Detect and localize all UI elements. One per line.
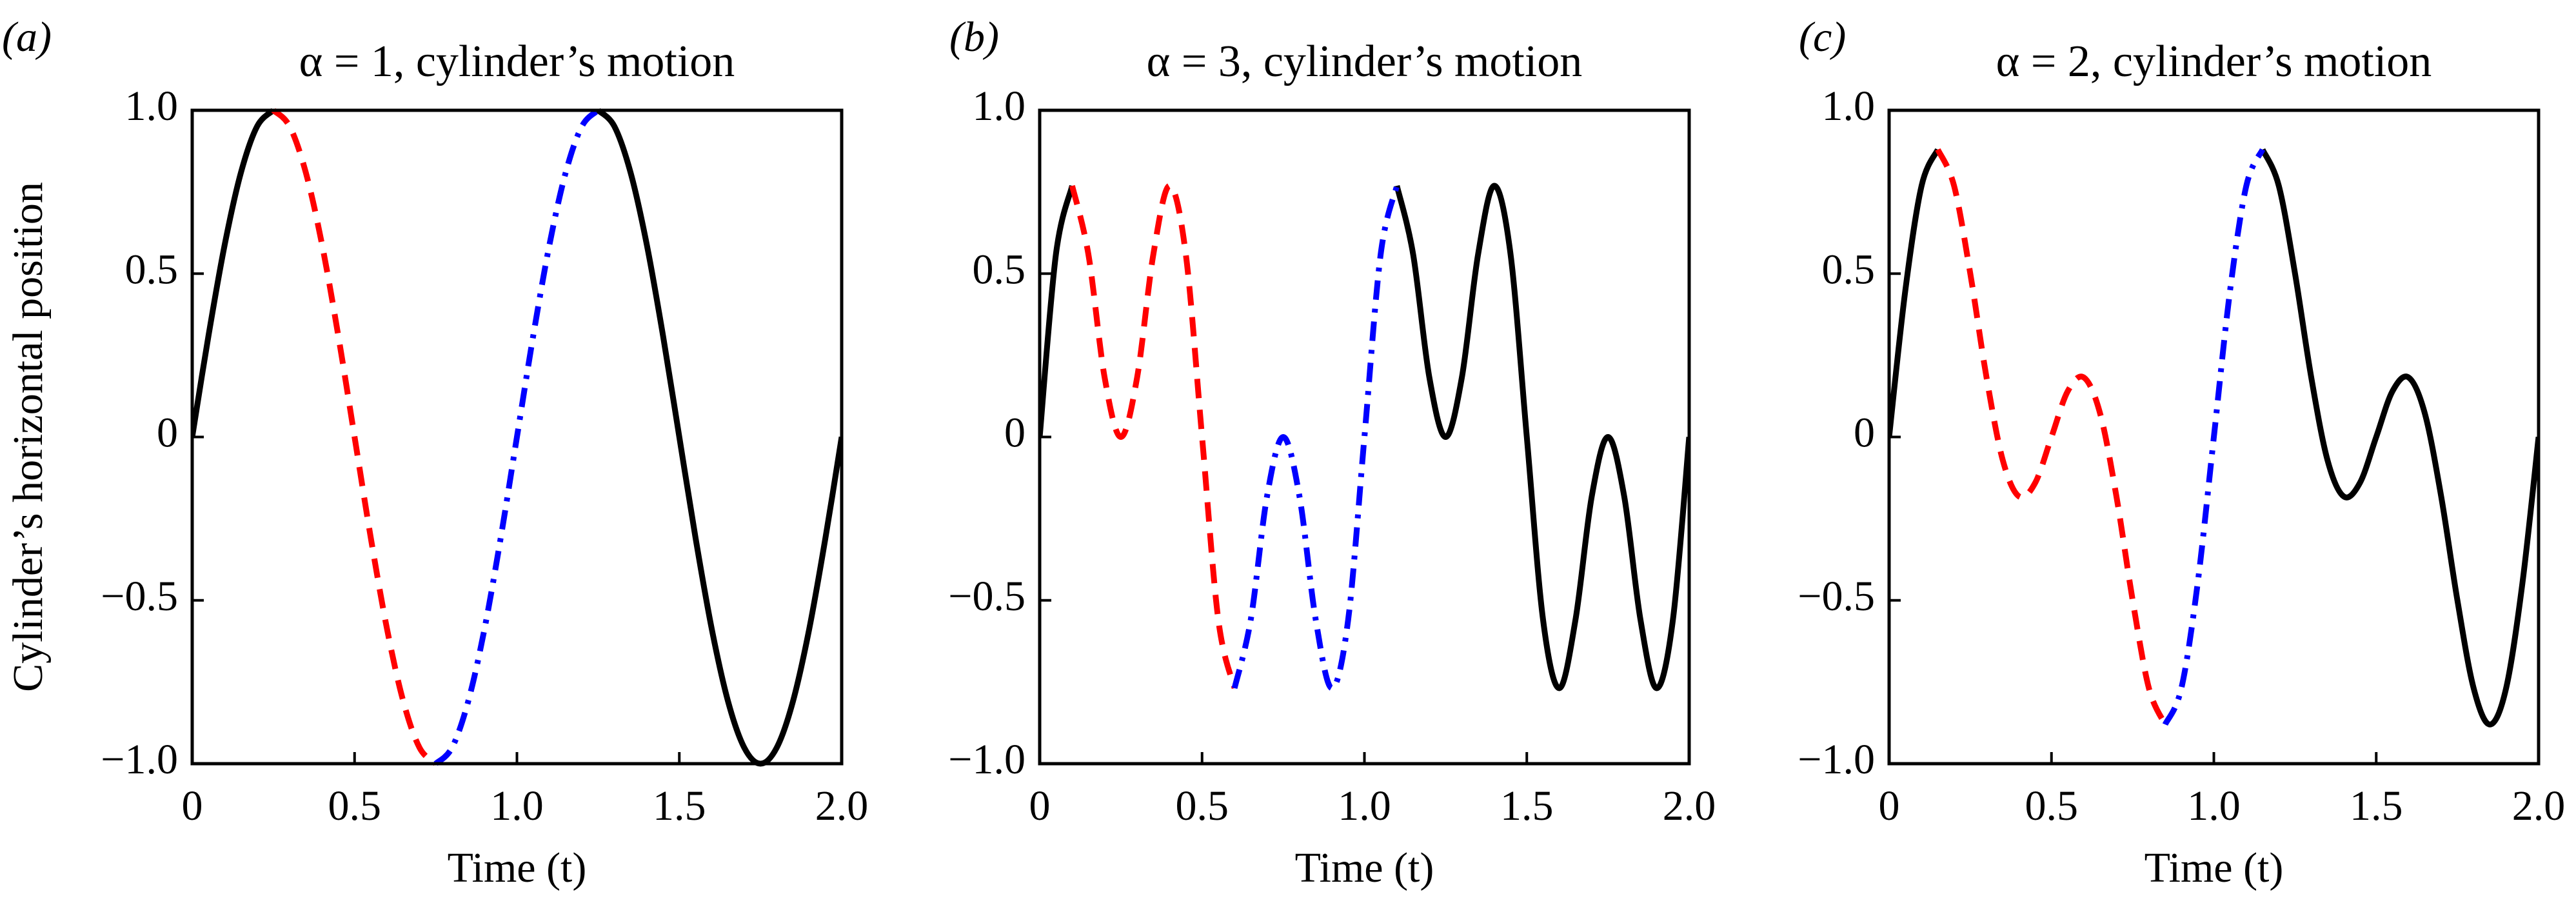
y-tick-label: −0.5 <box>101 573 178 620</box>
y-tick-label: 1.0 <box>1822 83 1876 130</box>
data-line <box>1935 148 2168 726</box>
data-line <box>2162 148 2266 726</box>
panel: (a) α = 1, cylinder’s motion Time (t) Cylin… <box>2 14 868 891</box>
data-line <box>271 108 438 766</box>
axes-frame <box>1887 108 2541 766</box>
x-axis-label: Time (t) <box>1295 844 1434 891</box>
y-tick-label: 0 <box>1854 410 1875 457</box>
x-tick-label: 0.5 <box>1176 782 1229 829</box>
y-tick-label: 0.5 <box>125 246 179 293</box>
x-axis-label: Time (t) <box>448 844 587 891</box>
y-tick-label: 0.5 <box>1822 246 1876 293</box>
panel-label: (c) <box>1799 14 1846 61</box>
x-tick-label: 1.0 <box>2187 782 2241 829</box>
panel: (b) α = 3, cylinder’s motion Time (t) 0 0.5 1… <box>948 14 1716 891</box>
y-tick-label: 1.0 <box>973 83 1026 130</box>
x-tick-label: 0 <box>1029 782 1051 829</box>
data-line <box>192 108 842 767</box>
x-axis-label: Time (t) <box>2145 844 2284 891</box>
x-tick-label: 1.5 <box>1500 782 1554 829</box>
y-tick-label: −0.5 <box>948 573 1025 620</box>
axes-frame <box>190 108 844 766</box>
x-tick-label: 2.0 <box>1663 782 1716 829</box>
x-tick-label: 1.5 <box>2350 782 2403 829</box>
y-tick-label: −1.0 <box>101 736 178 783</box>
y-tick-label: 0.5 <box>973 246 1026 293</box>
x-tick-label: 1.5 <box>653 782 706 829</box>
y-tick-label: −1.0 <box>1798 736 1875 783</box>
chart-title: α = 1, cylinder’s motion <box>299 37 735 86</box>
y-axis-label: Cylinder’s horizontal position <box>5 182 52 692</box>
plot-area <box>1040 183 1689 691</box>
x-tick-label: 1.0 <box>1338 782 1391 829</box>
y-tick-label: −0.5 <box>1798 573 1875 620</box>
y-tick-label: 1.0 <box>125 83 179 130</box>
data-line <box>1231 184 1400 691</box>
x-tick-label: 0 <box>1879 782 1900 829</box>
chart-title: α = 2, cylinder’s motion <box>1996 37 2432 86</box>
axes-frame <box>1038 108 1691 766</box>
data-line <box>1069 183 1238 690</box>
chart-title: α = 3, cylinder’s motion <box>1147 37 1583 86</box>
data-line <box>433 108 600 766</box>
panel-label: (b) <box>949 14 999 61</box>
x-tick-label: 0.5 <box>2025 782 2079 829</box>
x-tick-label: 0.5 <box>328 782 382 829</box>
plot-area <box>192 108 842 767</box>
panel-label: (a) <box>2 14 52 61</box>
x-tick-label: 1.0 <box>490 782 544 829</box>
y-tick-label: −1.0 <box>948 736 1025 783</box>
y-tick-label: 0 <box>1004 410 1025 457</box>
plot-area <box>1889 148 2539 728</box>
panel: (c) α = 2, cylinder’s motion Time (t) 0 0.5 1… <box>1798 14 2565 891</box>
x-tick-label: 0 <box>182 782 203 829</box>
data-line <box>1889 148 2539 728</box>
y-tick-label: 0 <box>157 410 178 457</box>
x-tick-label: 2.0 <box>2512 782 2566 829</box>
x-tick-label: 2.0 <box>815 782 869 829</box>
data-line <box>1040 183 1689 691</box>
